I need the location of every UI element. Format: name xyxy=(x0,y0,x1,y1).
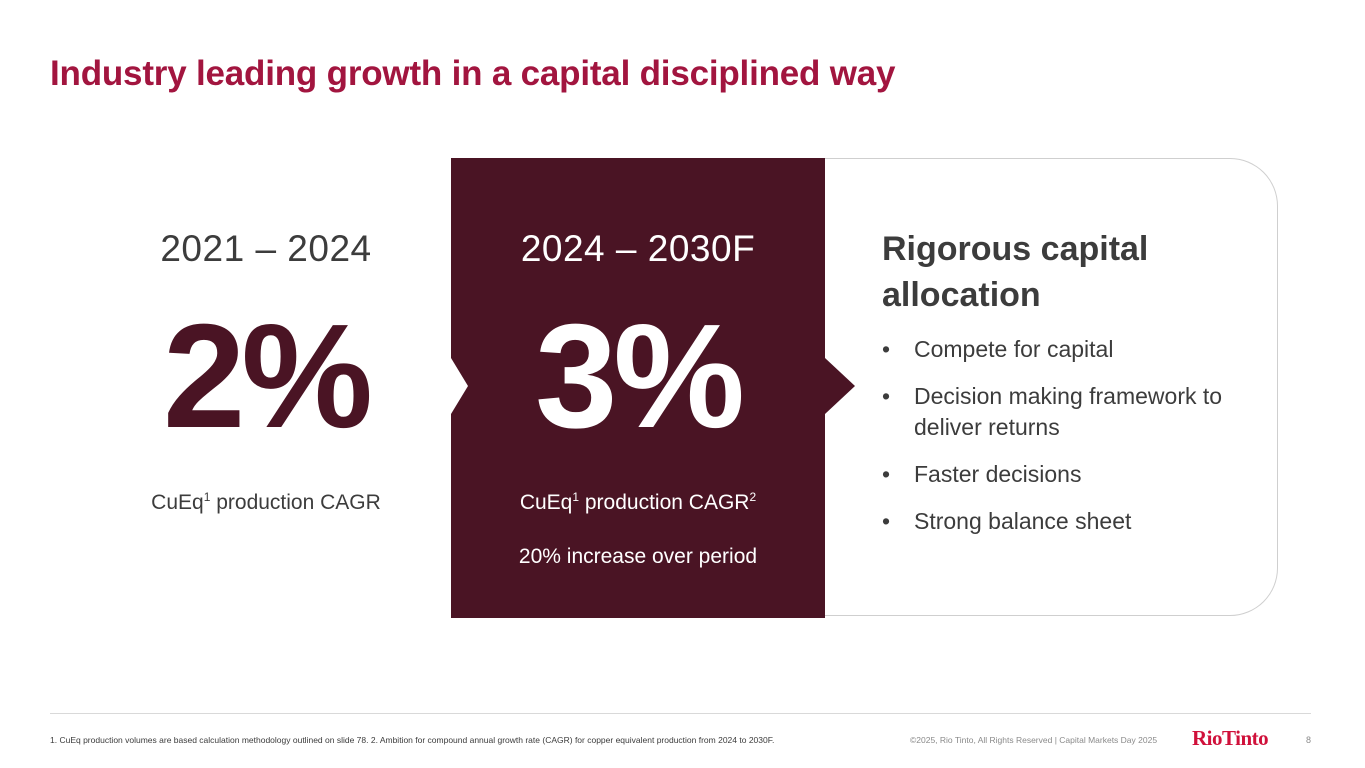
left-caption-post: production CAGR xyxy=(210,491,381,514)
left-column: 2021 – 2024 2% CuEq1 production CAGR xyxy=(90,158,442,618)
copyright-text: ©2025, Rio Tinto, All Rights Reserved | … xyxy=(910,735,1158,745)
page-number: 8 xyxy=(1306,735,1312,745)
right-title: Rigorous capital allocation xyxy=(882,230,1149,314)
middle-caption: CuEq1 production CAGR2 xyxy=(451,490,825,515)
left-caption-pre: CuEq xyxy=(151,491,204,514)
chevron-notch-shape xyxy=(451,358,468,414)
bullet-dot-icon: • xyxy=(882,336,891,362)
bullet-text: Compete for capital xyxy=(914,336,1114,362)
left-period: 2021 – 2024 xyxy=(160,228,372,269)
footnote: 1. CuEq production volumes are based cal… xyxy=(50,735,775,745)
bullet-list: • Compete for capital • Decision making fr… xyxy=(882,334,1252,537)
middle-value: 3% xyxy=(535,294,745,459)
middle-caption-post: production CAGR xyxy=(579,491,750,514)
bullet-item: • Faster decisions xyxy=(882,459,1252,490)
bullet-item: • Strong balance sheet xyxy=(882,506,1252,537)
right-content: Rigorous capital allocation • Compete for… xyxy=(882,226,1252,553)
middle-column: 2024 – 2030F 3% CuEq1 production CAGR2 2… xyxy=(451,158,825,618)
middle-caption-sup2: 2 xyxy=(749,490,757,504)
slide-title: Industry leading growth in a capital dis… xyxy=(50,54,896,93)
middle-caption-sup: 1 xyxy=(572,490,580,504)
middle-caption-pre: CuEq xyxy=(519,491,573,514)
rio-tinto-logo: RioTinto xyxy=(1192,726,1269,750)
bullet-text: Faster decisions xyxy=(914,461,1082,487)
bullet-item: • Decision making framework to deliver re… xyxy=(882,381,1252,443)
right-outline-box xyxy=(760,158,1278,616)
footer-divider xyxy=(50,713,1311,714)
bullet-item: • Compete for capital xyxy=(882,334,1252,365)
left-caption-sup: 1 xyxy=(203,490,211,504)
left-caption: CuEq1 production CAGR xyxy=(90,490,442,515)
bullet-dot-icon: • xyxy=(882,508,891,534)
bullet-dot-icon: • xyxy=(882,383,891,409)
left-value: 2% xyxy=(163,294,373,459)
middle-subtext: 20% increase over period xyxy=(518,545,758,568)
bullet-text: Strong balance sheet xyxy=(914,508,1132,534)
bullet-text: Decision making framework to deliver ret… xyxy=(914,383,1223,440)
chevron-arrow-shape xyxy=(825,358,855,414)
bullet-dot-icon: • xyxy=(882,461,891,487)
middle-period: 2024 – 2030F xyxy=(520,228,756,269)
